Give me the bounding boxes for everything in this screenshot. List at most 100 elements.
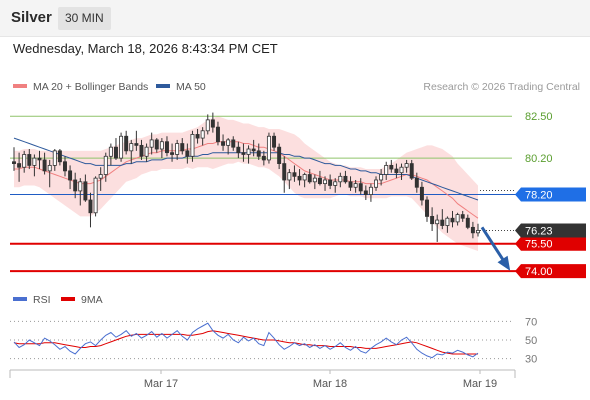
candle-body [83, 181, 88, 201]
candle-body [323, 179, 328, 185]
candle-64 [338, 172, 343, 188]
candle-18 [103, 152, 108, 182]
candle-body [149, 139, 154, 148]
candle-13 [78, 178, 83, 206]
candle-43 [231, 136, 236, 151]
candle-body [272, 135, 277, 148]
candle-9 [57, 149, 62, 166]
candle-70 [368, 183, 373, 202]
candle-54 [287, 169, 292, 190]
candle-17 [98, 167, 103, 191]
rsi-level-label-2: 30 [525, 354, 537, 366]
candle-90 [470, 221, 475, 239]
candle-38 [205, 114, 210, 135]
level-label-3-text: 75.50 [525, 239, 553, 251]
rsi-panel: RSI 9MA 70 50 30 [10, 294, 537, 366]
moving-averages [13, 137, 479, 219]
rsi-legend-swatch-0 [13, 297, 27, 301]
candle-55 [292, 165, 297, 182]
candle-66 [348, 176, 353, 191]
candle-body [200, 130, 205, 139]
candle-body [47, 165, 52, 172]
timeframe-badge[interactable]: 30 MIN [58, 7, 111, 30]
legend-label-1: MA 50 [176, 81, 206, 93]
candle-body [384, 165, 389, 175]
x-tick-label-0: Mar 17 [144, 378, 178, 390]
candle-body [414, 177, 419, 188]
candle-body [476, 230, 480, 234]
candle-body [399, 166, 404, 174]
candle-body [404, 163, 409, 168]
candle-body [231, 139, 236, 148]
candle-10 [63, 156, 67, 177]
candle-60 [317, 170, 322, 186]
candle-body [185, 150, 190, 157]
candle-46 [246, 145, 251, 164]
candle-50 [266, 132, 271, 164]
candle-15 [88, 192, 93, 228]
candle-body [317, 177, 322, 185]
x-axis: Mar 17 Mar 18 Mar 19 [9, 369, 516, 390]
candle-body [154, 139, 159, 150]
candle-19 [108, 143, 113, 166]
candle-body [236, 146, 241, 154]
candle-71 [374, 176, 379, 191]
candle-body [312, 177, 317, 183]
candle-body [215, 126, 220, 143]
candle-3 [27, 149, 32, 170]
candle-body [52, 150, 57, 166]
symbol-title: Silver [11, 9, 52, 26]
candle-56 [297, 169, 302, 186]
candle-body [292, 172, 297, 177]
candle-36 [195, 128, 200, 144]
candle-body [261, 155, 266, 161]
candle-72 [379, 169, 384, 186]
chart-datetime: Wednesday, March 18, 2026 8:43:34 PM CET [13, 41, 278, 56]
candle-76 [399, 163, 404, 180]
candle-body [113, 146, 118, 159]
candle-body [266, 135, 271, 161]
candle-body [241, 152, 246, 155]
candle-body [144, 146, 149, 157]
rsi-level-label-1: 50 [525, 335, 537, 347]
candle-61 [323, 176, 328, 191]
candle-75 [394, 163, 399, 179]
rsi-level-label-0: 70 [525, 316, 537, 328]
candle-6 [42, 152, 47, 175]
candle-32 [175, 139, 180, 160]
candle-78 [409, 159, 414, 180]
candle-body [297, 175, 302, 181]
candle-20 [113, 138, 118, 160]
candle-44 [236, 141, 241, 159]
candle-body [103, 155, 108, 175]
level-label-0-text: 82.50 [525, 111, 553, 123]
candle-29 [159, 138, 164, 159]
candle-1 [17, 152, 22, 182]
candle-body [93, 177, 98, 214]
candle-body [460, 214, 465, 219]
candle-73 [384, 161, 389, 180]
candle-42 [226, 138, 231, 155]
candle-body [190, 134, 195, 157]
candle-body [368, 186, 373, 195]
candle-body [338, 175, 343, 183]
candle-body [328, 179, 333, 186]
candle-body [374, 179, 379, 188]
candle-84 [440, 209, 445, 230]
candle-body [12, 161, 16, 164]
candle-51 [272, 132, 277, 151]
rsi-line [13, 322, 479, 359]
candle-40 [215, 121, 220, 146]
candle-16 [93, 176, 98, 217]
candle-59 [312, 174, 317, 190]
candle-body [389, 165, 394, 170]
candle-68 [358, 178, 363, 195]
x-tick-label-1: Mar 18 [313, 378, 347, 390]
rsi-legend-label-1: 9MA [81, 294, 103, 306]
level-label-2-text: 78.20 [525, 190, 553, 202]
candle-body [32, 157, 37, 166]
candle-28 [154, 138, 159, 153]
candle-30 [164, 136, 169, 157]
ma50-line [13, 137, 479, 201]
candle-31 [170, 143, 175, 162]
